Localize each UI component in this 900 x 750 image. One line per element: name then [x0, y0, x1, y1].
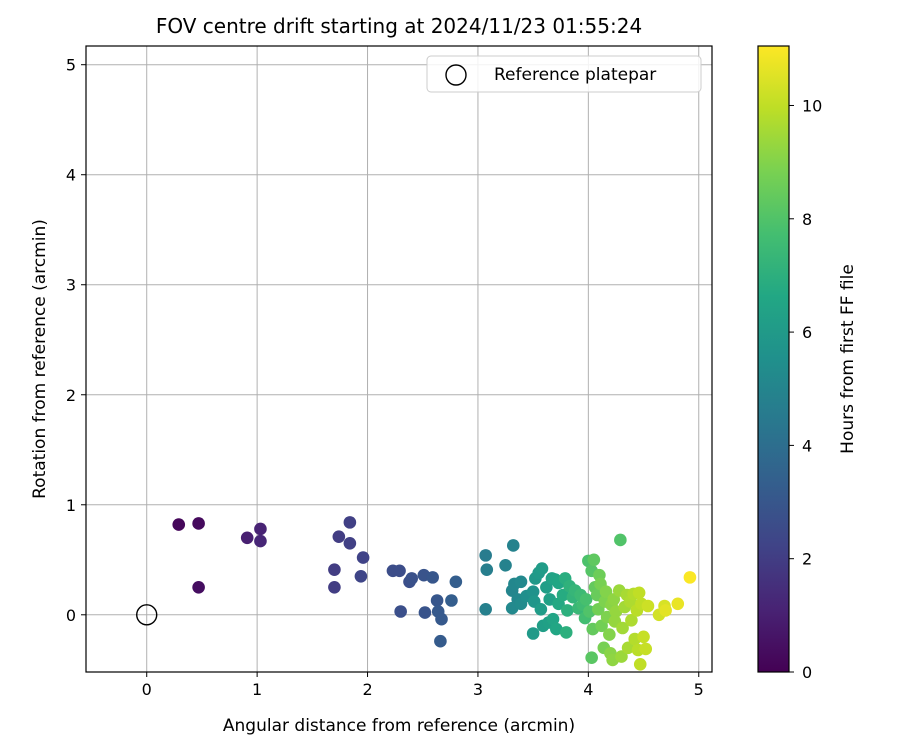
y-axis-ticks: 0 1 2 3 4 5: [66, 56, 86, 625]
colorbar-tick-label: 10: [802, 96, 822, 115]
data-point: [394, 605, 407, 618]
data-point: [683, 571, 697, 584]
data-point: [172, 518, 186, 531]
data-point: [526, 585, 540, 598]
y-tick-label: 0: [66, 606, 76, 625]
data-point: [585, 651, 598, 664]
data-point: [254, 522, 267, 536]
data-point: [479, 549, 492, 562]
x-axis-ticks: 0 1 2 3 4 5: [142, 672, 704, 699]
x-tick-label: 1: [252, 680, 262, 699]
legend-label: Reference platepar: [494, 65, 656, 85]
data-point: [328, 580, 341, 594]
data-point: [449, 575, 463, 589]
data-point: [632, 586, 646, 600]
y-tick-label: 3: [66, 276, 76, 295]
legend-marker: [445, 64, 467, 86]
data-point: [445, 594, 458, 607]
data-point: [615, 650, 628, 663]
data-point: [579, 593, 593, 606]
chart-title: FOV centre drift starting at 2024/11/23 …: [156, 14, 642, 38]
data-point: [354, 569, 368, 583]
colorbar-tick-label: 4: [802, 436, 812, 455]
y-tick-label: 1: [66, 496, 76, 515]
data-point: [332, 530, 346, 543]
data-point: [192, 580, 205, 594]
data-point: [435, 612, 448, 626]
y-tick-label: 2: [66, 386, 76, 405]
data-point: [546, 612, 560, 626]
data-point: [671, 597, 685, 611]
data-point: [641, 599, 655, 613]
data-point: [550, 622, 563, 636]
data-point: [499, 558, 512, 572]
gridlines: [86, 46, 712, 672]
colorbar-gradient: [758, 46, 789, 672]
colorbar-tick-label: 8: [802, 210, 812, 229]
data-point: [559, 626, 573, 639]
data-point: [603, 628, 616, 641]
data-point: [587, 553, 601, 567]
data-point: [625, 613, 638, 627]
data-points: [172, 516, 697, 671]
data-point: [254, 534, 267, 548]
data-point: [418, 606, 432, 619]
data-point: [480, 563, 494, 576]
data-point: [599, 585, 613, 598]
x-tick-label: 0: [142, 680, 152, 699]
data-point: [514, 575, 528, 589]
data-point: [430, 594, 444, 607]
data-point: [633, 657, 647, 671]
data-point: [506, 539, 520, 552]
x-tick-label: 4: [583, 680, 593, 699]
data-point: [614, 533, 627, 547]
data-point: [328, 563, 341, 576]
data-point: [621, 641, 635, 655]
colorbar-frame: [757, 45, 790, 673]
data-point: [659, 604, 672, 617]
data-point: [526, 627, 540, 640]
data-point: [561, 604, 574, 617]
colorbar-tick-label: 6: [802, 323, 812, 342]
colorbar: 0 2 4 6 8 10 Hours from first FF file: [757, 45, 858, 682]
data-point: [343, 536, 357, 550]
data-point: [637, 630, 650, 644]
data-point: [405, 572, 418, 585]
plot-frame: [85, 45, 713, 673]
colorbar-label: Hours from first FF file: [838, 264, 858, 454]
data-point: [393, 564, 406, 578]
data-point: [616, 621, 629, 635]
colorbar-tick-label: 2: [802, 550, 812, 569]
data-point: [434, 634, 447, 648]
data-point: [534, 602, 548, 616]
legend-box: [426, 55, 702, 93]
data-point: [356, 551, 370, 564]
data-point: [535, 562, 549, 575]
data-point: [556, 588, 570, 602]
x-axis-label: Angular distance from reference (arcmin): [223, 716, 575, 736]
data-point: [343, 516, 357, 529]
legend: Reference platepar: [426, 55, 702, 93]
data-point: [240, 531, 254, 545]
data-point: [639, 642, 653, 656]
reference-marker-group: [136, 604, 158, 626]
y-tick-label: 5: [66, 56, 76, 75]
x-tick-label: 5: [694, 680, 704, 699]
data-point: [426, 571, 439, 584]
x-tick-label: 3: [473, 680, 483, 699]
x-tick-label: 2: [362, 680, 372, 699]
reference-point: [136, 604, 158, 626]
colorbar-ticks: 0 2 4 6 8 10: [789, 96, 822, 682]
colorbar-tick-label: 0: [802, 663, 812, 682]
y-axis-label: Rotation from reference (arcmin): [30, 219, 50, 499]
data-point: [192, 517, 205, 530]
y-tick-label: 4: [66, 166, 76, 185]
data-point: [479, 602, 492, 616]
